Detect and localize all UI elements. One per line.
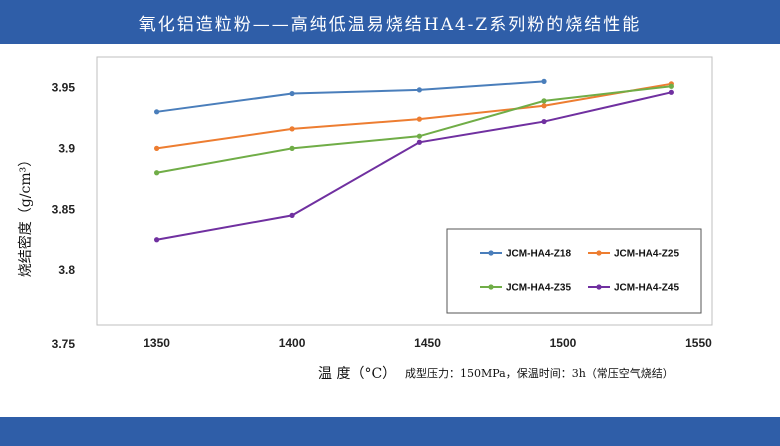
y-tick-label: 3.9 — [58, 141, 75, 155]
legend-label: JCM-HA4-Z35 — [506, 283, 571, 294]
footer-bar — [0, 417, 780, 446]
data-point — [416, 139, 423, 145]
series-layer — [154, 78, 674, 243]
legend-label: JCM-HA4-Z45 — [614, 283, 679, 294]
data-point — [541, 118, 547, 125]
data-point — [668, 83, 674, 89]
data-point — [154, 170, 160, 176]
conditions-note: 成型压力：150MPa，保温时间：3h（常压空气烧结） — [405, 366, 674, 380]
y-tick-label: 3.85 — [52, 202, 76, 216]
legend-marker — [488, 284, 494, 290]
series-line — [156, 91, 672, 241]
plot-frame — [96, 56, 713, 326]
legend-label: JCM-HA4-Z18 — [506, 249, 571, 260]
legend-marker — [596, 284, 602, 290]
data-point — [416, 133, 423, 139]
series-line — [156, 85, 672, 174]
x-tick-label: 1400 — [279, 336, 306, 350]
series-line — [156, 82, 672, 150]
series-line — [156, 80, 545, 113]
data-point — [416, 87, 423, 93]
data-point — [289, 145, 295, 151]
data-point — [541, 98, 547, 104]
y-axis-ticks: 3.75 3.8 3.85 3.9 3.95 — [52, 80, 76, 351]
x-tick-label: 1550 — [685, 336, 712, 350]
data-point — [154, 145, 160, 151]
data-point — [289, 90, 295, 97]
data-point — [289, 212, 295, 218]
x-tick-label: 1500 — [550, 336, 577, 350]
legend-box — [446, 228, 702, 314]
data-point — [541, 78, 547, 84]
y-tick-label: 3.95 — [52, 80, 76, 94]
y-axis-label: 烧结密度（g/cm³） — [17, 153, 34, 277]
x-axis-ticks: 1350 1400 1450 1500 1550 — [143, 336, 712, 350]
x-tick-label: 1350 — [143, 336, 170, 350]
data-point — [154, 109, 160, 115]
data-point — [154, 237, 160, 243]
legend: JCM-HA4-Z18 JCM-HA4-Z25 JCM-HA4-Z35 JCM-HA4… — [446, 228, 702, 314]
legend-label: JCM-HA4-Z25 — [614, 249, 679, 260]
y-tick-label: 3.75 — [52, 337, 76, 351]
legend-marker — [488, 250, 494, 256]
data-point — [668, 89, 674, 95]
data-point — [289, 126, 295, 132]
data-point — [541, 103, 547, 109]
legend-marker — [596, 250, 602, 256]
y-tick-label: 3.8 — [58, 263, 75, 277]
page-title: 氧化铝造粒粉——高纯低温易烧结HA4-Z系列粉的烧结性能 — [0, 0, 780, 44]
x-tick-label: 1450 — [414, 336, 441, 350]
data-point — [416, 116, 423, 122]
x-axis-label: 温 度（°C） — [318, 366, 396, 382]
